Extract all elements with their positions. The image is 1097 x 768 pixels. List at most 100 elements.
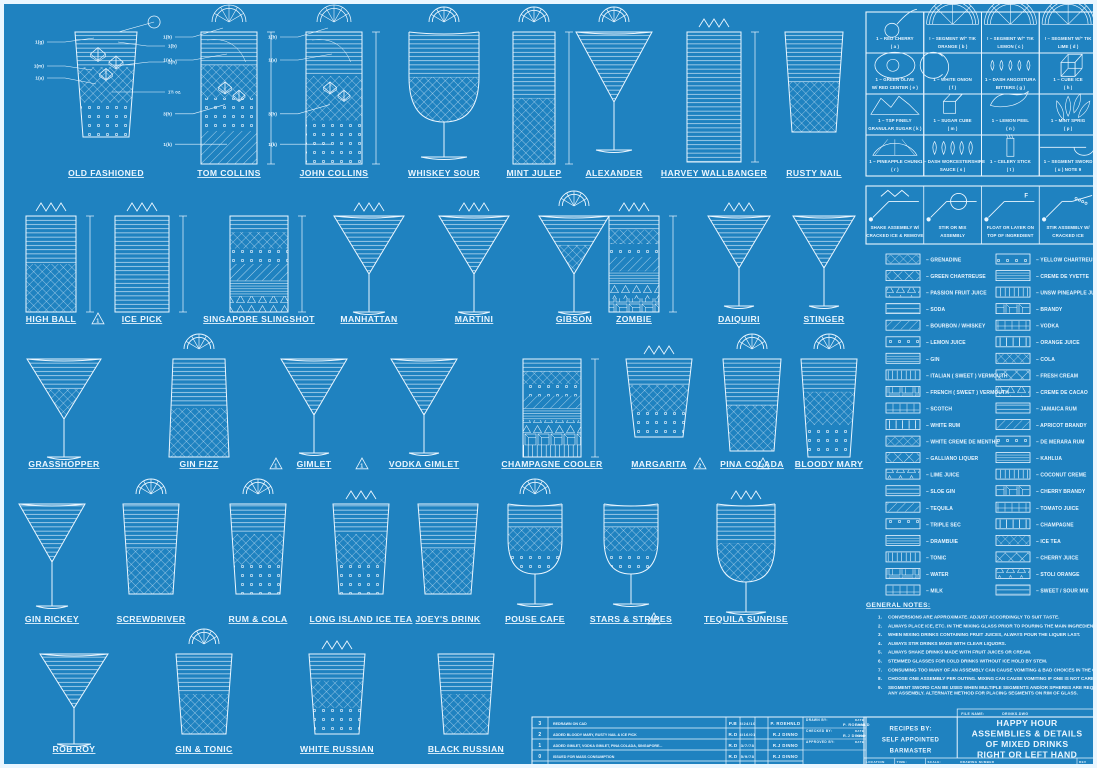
svg-text:GIMLET: GIMLET (297, 459, 332, 469)
svg-text:STINGER: STINGER (804, 314, 845, 324)
svg-text:– LEMON JUICE: – LEMON JUICE (926, 340, 966, 346)
svg-text:1(b): 1(b) (168, 44, 177, 49)
svg-text:9.: 9. (878, 685, 883, 690)
svg-text:PINA COLADA: PINA COLADA (720, 459, 784, 469)
svg-text:VODKA GIMLET: VODKA GIMLET (389, 459, 460, 469)
svg-text:– JAMAICA RUM: – JAMAICA RUM (1036, 407, 1077, 413)
svg-text:WHITE RUSSIAN: WHITE RUSSIAN (300, 744, 374, 754)
svg-text:TIME:: TIME: (897, 760, 907, 764)
svg-text:– TRIPLE SEC: – TRIPLE SEC (926, 522, 961, 528)
svg-text:1 – LEMON PEEL: 1 – LEMON PEEL (992, 118, 1029, 123)
svg-text:HARVEY WALLBANGER: HARVEY WALLBANGER (661, 168, 768, 178)
svg-text:– SLOE GIN: – SLOE GIN (926, 489, 955, 495)
svg-text:( p ): ( p ) (1064, 126, 1073, 131)
svg-text:– CHAMPAGNE: – CHAMPAGNE (1036, 522, 1074, 528)
svg-text:– TEQUILA: – TEQUILA (926, 506, 953, 512)
svg-text:6.: 6. (878, 659, 883, 664)
svg-text:– WHITE RUM: – WHITE RUM (926, 423, 960, 429)
svg-text:STEMMED GLASSES FOR COLD DRINK: STEMMED GLASSES FOR COLD DRINKS WITHOUT … (888, 659, 1047, 664)
svg-text:SELF APPOINTED: SELF APPOINTED (882, 738, 940, 744)
svg-text:OF MIXED DRINKS: OF MIXED DRINKS (986, 739, 1069, 749)
svg-text:FILE NAME:: FILE NAME: (961, 712, 984, 716)
svg-text:– WHITE CREME DE MENTHE: – WHITE CREME DE MENTHE (926, 440, 999, 446)
svg-text:MARGARITA: MARGARITA (631, 459, 686, 469)
svg-text:P.B: P.B (729, 721, 738, 726)
svg-text:DRINKS.DWG: DRINKS.DWG (1002, 712, 1028, 716)
svg-text:! – SEGMENT W/" TIK: ! – SEGMENT W/" TIK (987, 36, 1035, 41)
svg-text:REV: REV (1079, 760, 1086, 764)
svg-text:DAIQUIRI: DAIQUIRI (718, 314, 760, 324)
svg-text:( n ): ( n ) (1006, 126, 1015, 131)
svg-text:3(h): 3(h) (268, 111, 277, 116)
svg-text:BLOODY MARY: BLOODY MARY (795, 459, 863, 469)
svg-text:SINGAPORE SLINGSHOT: SINGAPORE SLINGSHOT (203, 314, 315, 324)
svg-text:TOM COLLINS: TOM COLLINS (197, 168, 260, 178)
svg-text:1 – RED CHERRY: 1 – RED CHERRY (876, 36, 914, 41)
svg-text:ALWAYS PLACE ICE, ETC. IN THE: ALWAYS PLACE ICE, ETC. IN THE MIXING GLA… (888, 623, 1097, 628)
svg-text:8.: 8. (878, 676, 883, 681)
svg-text:– YELLOW CHARTREUSE: – YELLOW CHARTREUSE (1036, 258, 1097, 264)
svg-text:1 – DASH ANGOSTURA: 1 – DASH ANGOSTURA (985, 77, 1037, 82)
svg-text:3.: 3. (878, 632, 883, 637)
svg-text:TEQUILA SUNRISE: TEQUILA SUNRISE (704, 614, 788, 624)
svg-text:– FRENCH ( SWEET ) VERMOUTH: – FRENCH ( SWEET ) VERMOUTH (926, 390, 1009, 396)
svg-text:ORANGE ( b ): ORANGE ( b ) (938, 44, 968, 49)
svg-text:DATE: DATE (855, 729, 864, 733)
svg-text:CHAMPAGNE COOLER: CHAMPAGNE COOLER (501, 459, 603, 469)
svg-text:R.J DINNO: R.J DINNO (773, 754, 799, 759)
svg-text:– CHERRY JUICE: – CHERRY JUICE (1036, 555, 1079, 561)
svg-text:– GIN: – GIN (926, 357, 940, 363)
svg-text:WHEN MIXING DRINKS CONTAINING: WHEN MIXING DRINKS CONTAINING FRUIT JUIC… (888, 632, 1080, 637)
svg-text:– BOURBON / WHISKEY: – BOURBON / WHISKEY (926, 324, 986, 330)
svg-text:– UNSW PINEAPPLE JUICE: – UNSW PINEAPPLE JUICE (1036, 291, 1097, 297)
svg-text:– COCONUT CREME: – COCONUT CREME (1036, 473, 1087, 479)
svg-text:– APRICOT BRANDY: – APRICOT BRANDY (1036, 423, 1087, 429)
svg-text:LOCATION: LOCATION (866, 760, 885, 764)
svg-text:3/24/10: 3/24/10 (739, 721, 756, 726)
svg-text:WHISKEY SOUR: WHISKEY SOUR (408, 168, 480, 178)
svg-text:– KAHLUA: – KAHLUA (1036, 456, 1062, 462)
svg-text:1(m): 1(m) (34, 64, 44, 69)
svg-text:GIN FIZZ: GIN FIZZ (179, 459, 218, 469)
svg-text:– PASSION FRUIT JUICE: – PASSION FRUIT JUICE (926, 291, 987, 297)
svg-text:HIGH BALL: HIGH BALL (26, 314, 76, 324)
svg-text:R.D: R.D (728, 754, 737, 759)
svg-text:P. ROEHNLD: P. ROEHNLD (771, 721, 801, 726)
svg-text:SEGMENT SWORD CAN BE USED WHEN: SEGMENT SWORD CAN BE USED WHEN MULTIPLE … (888, 685, 1097, 690)
svg-text:– DE MERARA RUM: – DE MERARA RUM (1036, 440, 1085, 446)
svg-text:ADDED BLOODY MARY, RUSTY NAIL: ADDED BLOODY MARY, RUSTY NAIL & ICE PICK (553, 733, 637, 737)
svg-text:– STOLI ORANGE: – STOLI ORANGE (1036, 572, 1080, 578)
svg-text:W/ RED CENTER ( e ): W/ RED CENTER ( e ) (872, 85, 918, 90)
svg-text:CONSUMING TOO MANY OF AN ASSEM: CONSUMING TOO MANY OF AN ASSEMBLY CAN CA… (888, 667, 1097, 672)
svg-text:2: 2 (761, 463, 764, 469)
svg-text:– ICE TEA: – ICE TEA (1036, 539, 1061, 545)
svg-text:1.: 1. (878, 615, 883, 620)
svg-text:1: 1 (96, 318, 99, 324)
svg-text:0: 0 (538, 754, 541, 760)
svg-text:STIR ASSEMBLY W/: STIR ASSEMBLY W/ (1047, 225, 1091, 230)
svg-text:LONG ISLAND ICE TEA: LONG ISLAND ICE TEA (309, 614, 412, 624)
svg-text:ICE PICK: ICE PICK (122, 314, 163, 324)
svg-text:1(a): 1(a) (268, 58, 277, 63)
svg-text:– CREME DE CACAO: – CREME DE CACAO (1036, 390, 1088, 396)
svg-text:FLOAT OR LAYER ON: FLOAT OR LAYER ON (987, 225, 1034, 230)
svg-text:ASSEMBLIES & DETAILS: ASSEMBLIES & DETAILS (972, 729, 1083, 739)
svg-text:1: 1 (274, 463, 277, 469)
svg-text:2: 2 (538, 732, 541, 738)
svg-text:ASSEMBLY: ASSEMBLY (940, 233, 965, 238)
svg-text:1(b): 1(b) (163, 35, 172, 40)
svg-text:ISSUED FOR MASS CONSUMPTION: ISSUED FOR MASS CONSUMPTION (553, 755, 615, 759)
svg-text:– TONIC: – TONIC (926, 555, 947, 561)
svg-text:MANHATTAN: MANHATTAN (340, 314, 397, 324)
svg-text:R.D: R.D (728, 743, 737, 748)
svg-text:( t ): ( t ) (1007, 167, 1015, 172)
svg-text:ALWAYS STIR DRINKS MADE WITH C: ALWAYS STIR DRINKS MADE WITH CLEAR LIQUO… (888, 641, 1006, 646)
svg-text:BARMASTER: BARMASTER (890, 749, 932, 755)
svg-text:DRAWING NUMBER: DRAWING NUMBER (960, 760, 995, 764)
svg-text:GENERAL NOTES:: GENERAL NOTES: (866, 602, 930, 609)
svg-text:BLACK RUSSIAN: BLACK RUSSIAN (428, 744, 504, 754)
svg-text:1 – WHITE ONION: 1 – WHITE ONION (933, 77, 972, 82)
svg-text:TOP OF INGREDIENT: TOP OF INGREDIENT (987, 233, 1033, 238)
svg-text:JOHN COLLINS: JOHN COLLINS (300, 168, 369, 178)
svg-text:1: 1 (538, 743, 541, 749)
